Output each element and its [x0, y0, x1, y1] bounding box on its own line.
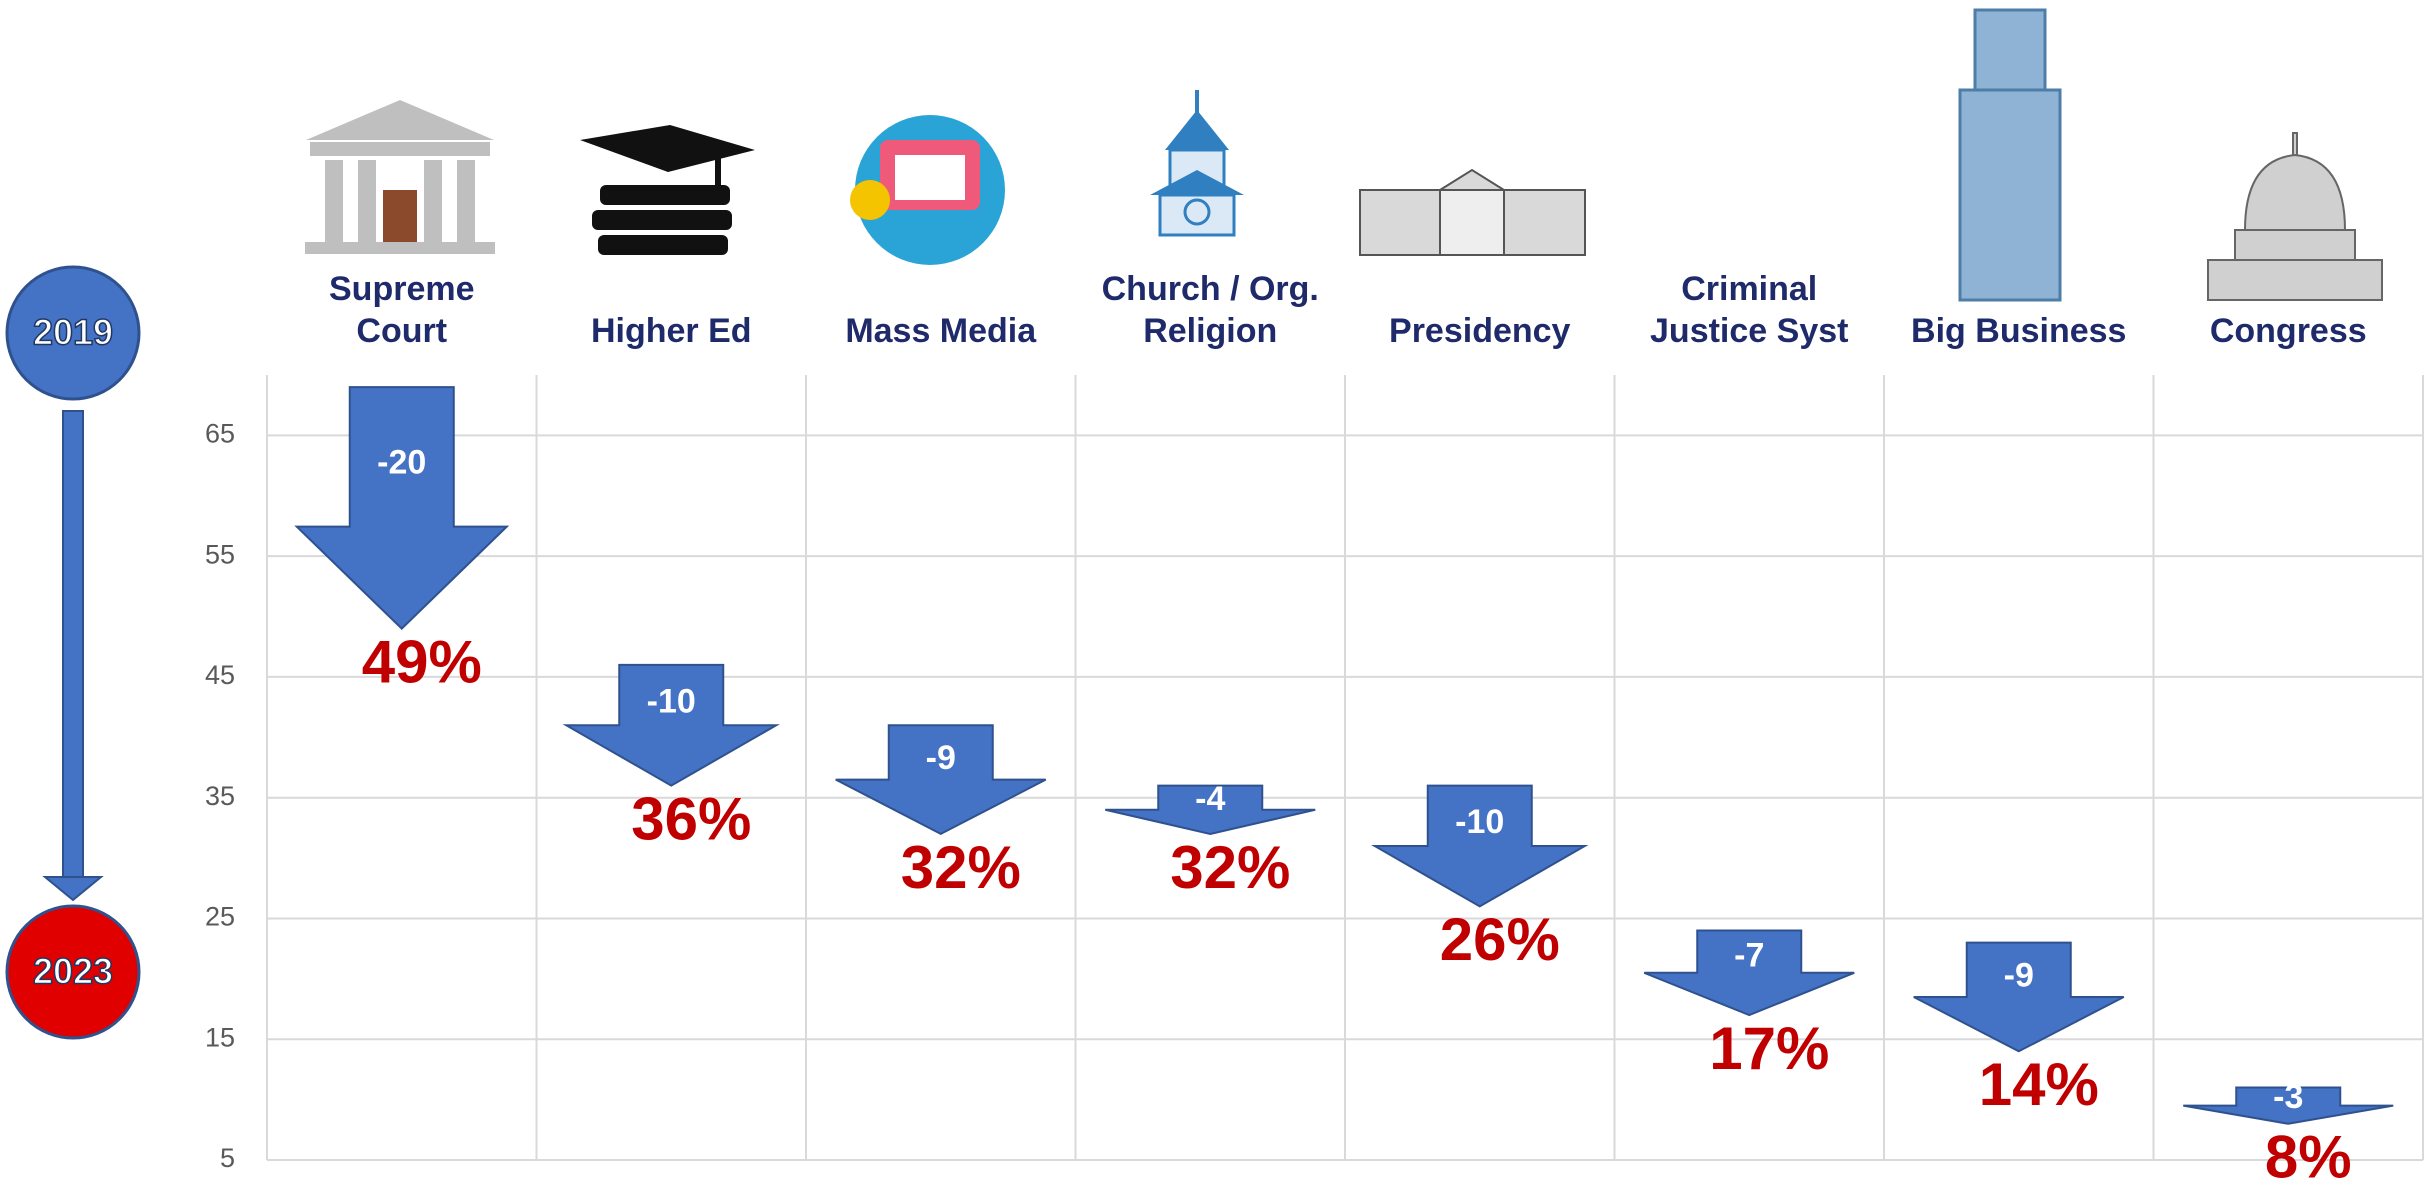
- category-label: Higher Ed: [590, 312, 752, 350]
- change-arrow: [294, 386, 510, 631]
- category-label: Criminal Justice Syst: [1650, 270, 1849, 350]
- change-arrow: [1371, 784, 1589, 908]
- icon-capitol: [2207, 132, 2383, 301]
- change-arrow: [1643, 929, 1855, 1017]
- y-tick-label: 5: [220, 1143, 235, 1173]
- y-tick-label: 15: [205, 1022, 235, 1052]
- y-tick-label: 35: [205, 781, 235, 811]
- change-arrow: [1913, 941, 2125, 1053]
- y-tick-label: 25: [205, 902, 235, 932]
- category-label: Supreme Court: [329, 270, 475, 350]
- change-label: -9: [926, 739, 956, 777]
- change-label: -20: [377, 443, 426, 481]
- legend-label: 2023: [33, 951, 113, 992]
- legend-arrow-head: [42, 876, 104, 902]
- y-tick-label: 55: [205, 539, 235, 569]
- value-label: 17%: [1709, 1015, 1829, 1082]
- icon-white-house: [1359, 168, 1586, 256]
- value-label: 8%: [2265, 1124, 2352, 1191]
- category-label: Church / Org. Religion: [1101, 270, 1319, 350]
- change-arrow: [2183, 1086, 2394, 1125]
- value-label: 36%: [631, 785, 751, 852]
- icon-media: [850, 115, 1005, 265]
- change-label: -10: [1455, 803, 1504, 841]
- change-label: -10: [647, 682, 696, 720]
- category-label: Congress: [2209, 312, 2367, 350]
- legend-marker: [5, 904, 141, 1040]
- change-label: -3: [2273, 1078, 2303, 1116]
- icon-court: [305, 100, 495, 254]
- y-tick-label: 65: [205, 419, 235, 449]
- change-arrow: [562, 663, 780, 787]
- change-arrow: [835, 724, 1047, 836]
- icon-skyscraper: [1958, 8, 2062, 302]
- category-label: Mass Media: [845, 312, 1037, 350]
- value-label: 14%: [1979, 1051, 2099, 1118]
- icon-church: [1150, 90, 1244, 237]
- icon-graduation: [580, 125, 755, 255]
- change-label: -7: [1734, 937, 1764, 975]
- value-label: 26%: [1440, 906, 1560, 973]
- legend-marker: [5, 265, 141, 401]
- legend-label: 2019: [33, 312, 113, 353]
- value-label: 32%: [1170, 834, 1290, 901]
- legend-arrow: [62, 410, 84, 880]
- value-label: 32%: [901, 834, 1021, 901]
- change-label: -4: [1195, 780, 1225, 818]
- category-label: Big Business: [1911, 312, 2127, 350]
- y-tick-label: 45: [205, 660, 235, 690]
- category-label: Presidency: [1389, 312, 1571, 350]
- value-label: 49%: [362, 628, 482, 695]
- change-label: -9: [2004, 956, 2034, 994]
- change-arrow: [1105, 784, 1316, 835]
